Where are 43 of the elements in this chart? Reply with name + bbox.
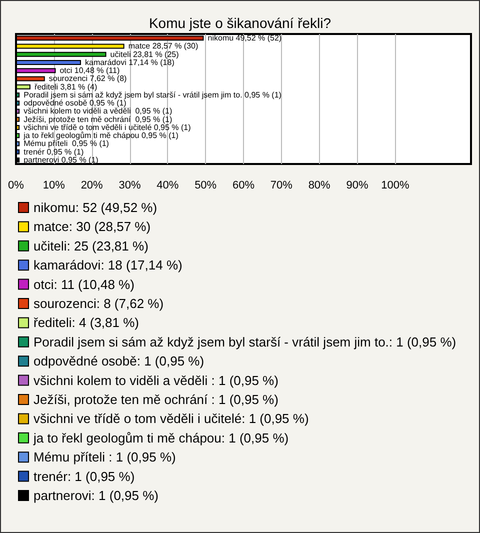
legend-label: všichni kolem to viděli a věděli : 1 (0,95 %) <box>34 372 278 388</box>
x-tick-label: 0% <box>8 180 24 192</box>
x-tick-label: 40% <box>156 180 179 192</box>
legend-label: nikomu: 52 (49,52 %) <box>34 200 158 215</box>
data-label: sourozenci 7,62 % (8) <box>48 74 128 84</box>
data-label: řediteli 3,81 % (4) <box>34 82 98 92</box>
legend-label: Mému příteli : 1 (0,95 %) <box>34 450 176 465</box>
legend-label: partnerovi: 1 (0,95 %) <box>34 488 159 503</box>
data-label: všichni kolem to viděli a věděli 0,95 % (1) <box>24 106 172 116</box>
data-label: kamarádovi 17,14 % (18) <box>84 58 175 67</box>
legend-label: ja to řekl geologům ti mě chápou: 1 (0,95 %) <box>32 430 289 446</box>
data-label: učiteli 23,81 % (25) <box>110 50 180 59</box>
chart-title: Komu jste o šikanování řekli? <box>148 15 332 31</box>
data-label: ja to řekl geologům ti mě chápou 0,95 % (1) <box>22 131 179 140</box>
data-label: matce 28,57 % (30) <box>128 42 198 51</box>
legend-label: řediteli: 4 (3,81 %) <box>34 315 139 330</box>
x-tick-label: 60% <box>232 180 255 192</box>
data-label: Poradil jsem si sám až když jsem byl starší - vrátil jsem jim to. 0,95 % (1) <box>24 90 282 100</box>
legend-label: Poradil jsem si sám až když jsem byl starší - vrátil jsem jim to.: 1 (0,95 %) <box>34 334 456 350</box>
x-tick-label: 90% <box>346 180 368 192</box>
x-tick-label: 10% <box>42 180 66 192</box>
data-label: Mému příteli 0,95 % (1) <box>24 139 110 148</box>
x-tick-label: 50% <box>194 180 217 192</box>
data-label: Ježíši, protože ten mě ochrání 0,95 % (1) <box>24 114 172 124</box>
legend-label: všichni ve třídě o tom věděli i učitelé: 1 (0,95 %) <box>34 411 309 426</box>
data-label: trenér 0,95 % (1) <box>24 147 84 156</box>
legend-label: Ježíši, protože ten mě ochrání : 1 (0,95 %) <box>34 392 278 407</box>
legend-label: trenér: 1 (0,95 %) <box>34 468 135 484</box>
legend-label: odpovědné osobě: 1 (0,95 %) <box>34 354 204 369</box>
legend-label: otci: 11 (10,48 %) <box>34 276 134 292</box>
x-tick-label: 30% <box>118 180 141 192</box>
data-label: nikomu 49,52 % (52) <box>208 34 282 43</box>
legend-label: sourozenci: 8 (7,62 %) <box>34 296 164 311</box>
x-tick-label: 80% <box>308 180 331 192</box>
data-label: všichni ve třídě o tom věděli i učitelé 0,95 % (1) <box>24 122 192 132</box>
x-tick-label: 70% <box>270 180 293 192</box>
legend-label: kamarádovi: 18 (17,14 %) <box>34 258 182 273</box>
x-tick-label: 20% <box>80 180 104 192</box>
legend-label: matce: 30 (28,57 %) <box>34 219 151 234</box>
data-label: otci 10,48 % (11) <box>60 66 120 76</box>
data-label: odpovědné osobě 0,95 % (1) <box>24 98 127 108</box>
legend-label: učiteli: 25 (23,81 %) <box>34 238 148 254</box>
x-tick-label: 100% <box>381 180 410 192</box>
